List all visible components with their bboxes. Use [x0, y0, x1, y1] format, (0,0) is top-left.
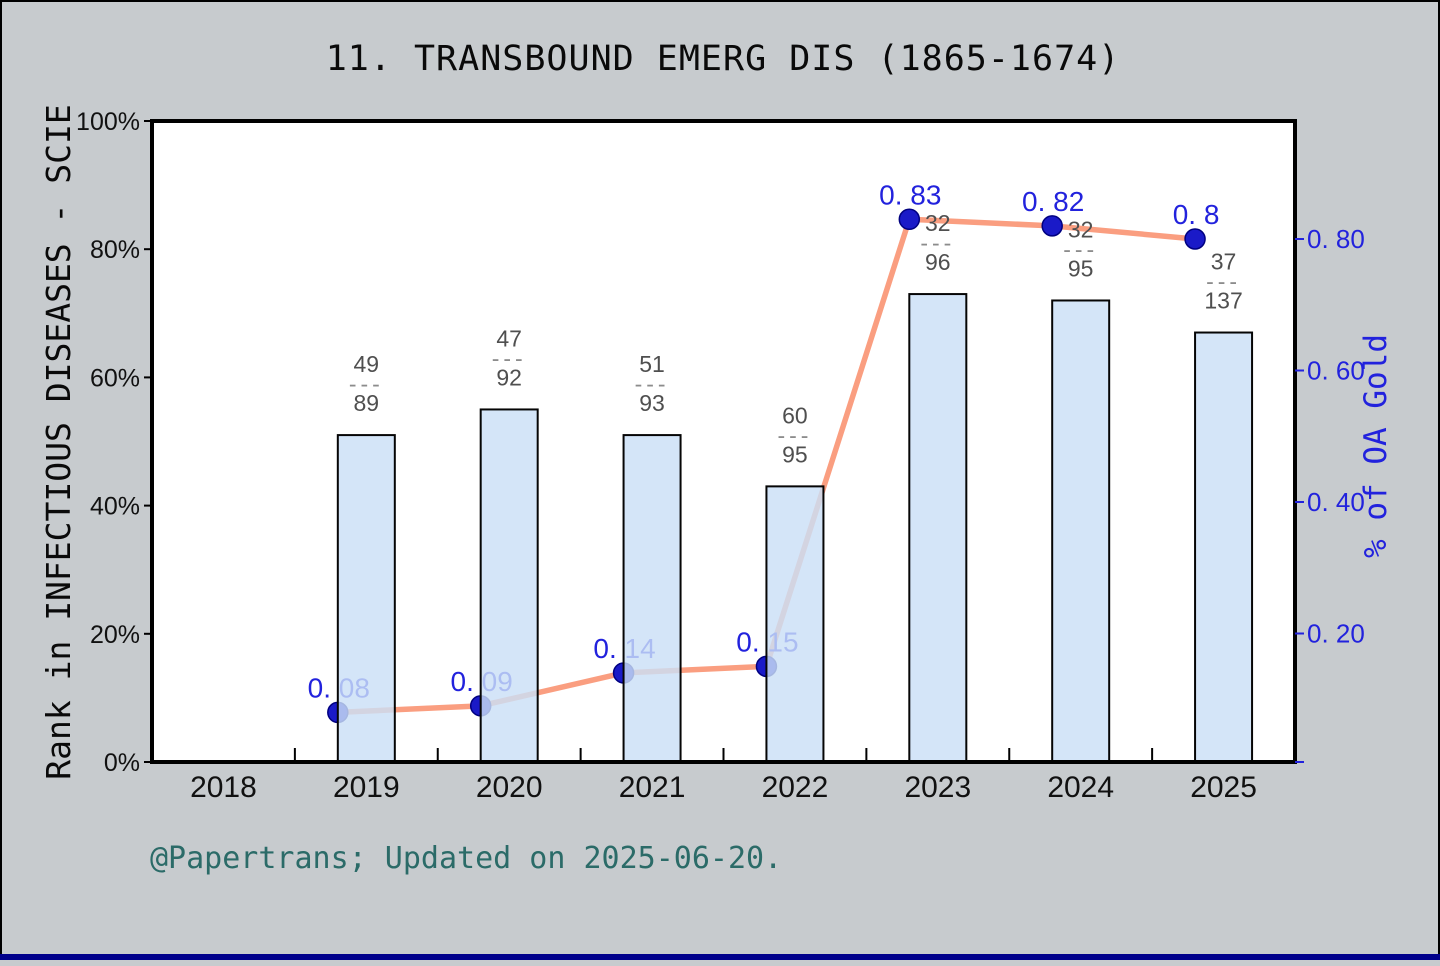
point-label-2025: 0. 8: [1173, 199, 1220, 230]
right-tick-label: 0. 60: [1307, 356, 1365, 386]
fraction-denominator-2020: 92: [496, 364, 522, 390]
fraction-divider-2023: ---: [920, 230, 955, 256]
left-tick-label: 40%: [90, 493, 140, 521]
x-tick-label-2020: 2020: [476, 771, 543, 804]
right-tick-label: 0. 40: [1307, 487, 1365, 517]
fraction-denominator-2024: 95: [1068, 255, 1094, 281]
right-tick-label: 0. 80: [1307, 224, 1365, 254]
fraction-divider-2019: ---: [349, 371, 384, 397]
bar-2020: [479, 408, 539, 763]
bar-2021: [622, 434, 682, 763]
data-point-2025: [1184, 228, 1206, 250]
data-point-2024: [1041, 215, 1063, 237]
chart-title: 11. TRANSBOUND EMERG DIS (1865-1674): [326, 39, 1121, 79]
bottom-accent-strip: [0, 954, 1440, 960]
fraction-denominator-2025: 137: [1204, 288, 1242, 314]
x-tick-label-2022: 2022: [762, 771, 829, 804]
fraction-divider-2025: ---: [1206, 269, 1241, 295]
x-tick-label-2025: 2025: [1190, 771, 1257, 804]
left-tick-label: 20%: [90, 621, 140, 649]
left-tick-label: 0%: [104, 749, 140, 777]
fraction-numerator-2025: 37: [1211, 249, 1237, 275]
x-tick-label-2024: 2024: [1047, 771, 1114, 804]
point-label-2024: 0. 82: [1022, 186, 1084, 217]
x-tick-label-2021: 2021: [619, 771, 686, 804]
fraction-numerator-2019: 49: [354, 351, 380, 377]
fraction-divider-2024: ---: [1063, 236, 1098, 262]
right-tick-label: 0. 20: [1307, 619, 1365, 649]
bar-2022: [765, 485, 825, 763]
fraction-denominator-2023: 96: [925, 249, 951, 275]
fraction-divider-2020: ---: [492, 345, 527, 371]
bar-2024: [1051, 299, 1111, 763]
right-axis-title: % of OA Gold: [1358, 334, 1394, 558]
fraction-numerator-2020: 47: [496, 325, 522, 351]
left-tick-label: 80%: [90, 236, 140, 264]
data-point-2023: [898, 208, 921, 231]
x-tick-label-2023: 2023: [904, 771, 971, 804]
left-tick-label: 100%: [76, 108, 140, 136]
point-label-2023: 0. 83: [879, 179, 941, 210]
fraction-numerator-2022: 60: [782, 402, 808, 428]
fraction-divider-2021: ---: [635, 371, 670, 397]
fraction-denominator-2019: 89: [354, 390, 380, 416]
bar-2023: [908, 293, 968, 763]
fraction-numerator-2023: 32: [925, 210, 951, 236]
left-tick-label: 60%: [90, 364, 140, 392]
footer-credit: @Papertrans; Updated on 2025-06-20.: [150, 841, 782, 876]
bar-2025: [1194, 331, 1254, 763]
fraction-numerator-2024: 32: [1068, 216, 1094, 242]
x-tick-label-2018: 2018: [190, 771, 257, 804]
fraction-divider-2022: ---: [777, 422, 812, 448]
fraction-denominator-2021: 93: [639, 390, 665, 416]
left-axis-title: Rank in INFECTIOUS DISEASES - SCIE: [39, 104, 78, 780]
bar-2019: [336, 434, 396, 763]
plot-frame: [150, 119, 1297, 764]
plot-area: 0. 080. 090. 140. 150. 830. 820. 849---8…: [76, 108, 1365, 804]
x-tick-label-2019: 2019: [333, 771, 400, 804]
fraction-denominator-2022: 95: [782, 441, 808, 467]
fraction-numerator-2021: 51: [639, 351, 665, 377]
